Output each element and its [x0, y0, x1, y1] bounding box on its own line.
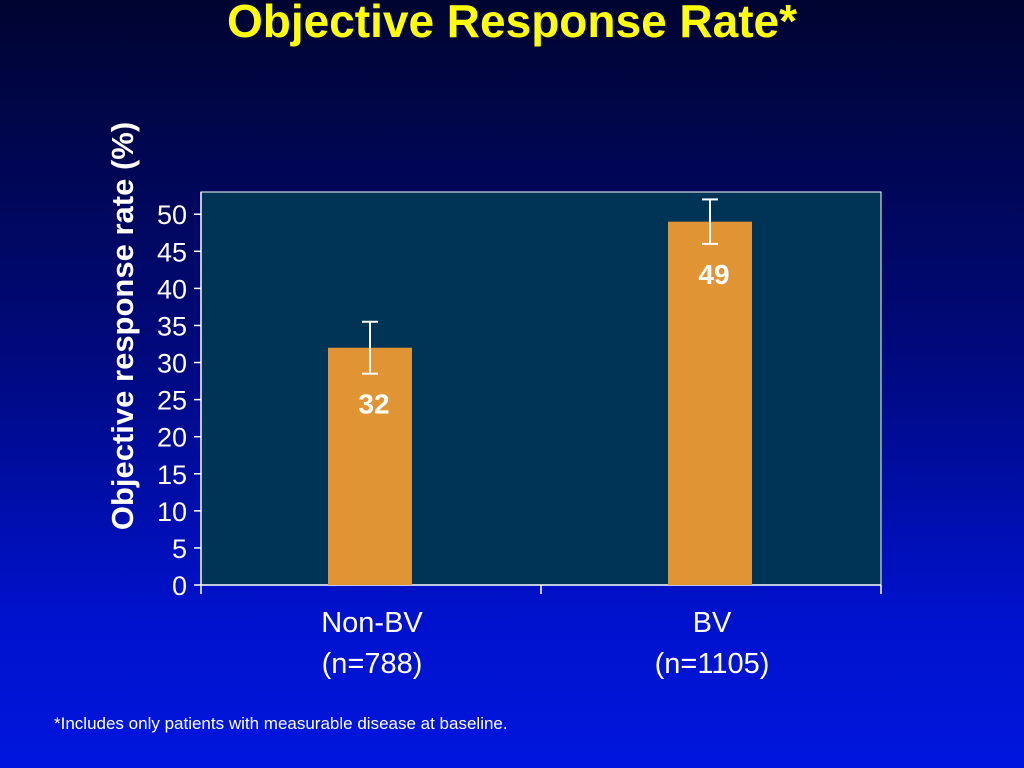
y-tick-label: 20 — [157, 423, 187, 453]
x-category-sublabel: (n=1105) — [655, 648, 770, 680]
data-label: 49 — [698, 259, 729, 290]
y-tick-label: 0 — [172, 571, 187, 601]
footnote: *Includes only patients with measurable … — [54, 714, 508, 733]
bar-chart: 0 5 10 15 20 25 30 35 40 45 50 32 49 Non-BV (n=788) B… — [105, 122, 882, 680]
x-axis-labels: Non-BV (n=788) BV (n=1105) — [321, 607, 769, 680]
x-category-sublabel: (n=788) — [322, 648, 423, 680]
y-tick-label: 35 — [157, 311, 187, 341]
y-tick-label: 5 — [172, 534, 187, 564]
x-category-label: Non-BV — [321, 607, 423, 639]
chart-title: Objective Response Rate* — [226, 0, 798, 47]
y-tick-label: 15 — [157, 460, 187, 490]
plot-area — [200, 191, 882, 586]
bars — [328, 221, 752, 585]
x-category-label: BV — [693, 607, 732, 639]
y-axis-ticks: 0 5 10 15 20 25 30 35 40 45 50 — [157, 200, 201, 601]
y-tick-label: 10 — [157, 497, 187, 527]
y-tick-label: 25 — [157, 386, 187, 416]
y-tick-label: 45 — [157, 237, 187, 267]
y-tick-label: 30 — [157, 349, 187, 379]
bar — [668, 221, 752, 585]
x-axis-ticks — [200, 585, 882, 594]
y-axis-label: Objective response rate (%) — [105, 122, 140, 530]
error-bars — [362, 198, 718, 375]
y-tick-label: 40 — [157, 274, 187, 304]
data-label: 32 — [358, 389, 389, 420]
bar — [328, 347, 412, 585]
y-tick-label: 50 — [157, 200, 187, 230]
data-labels: 32 49 — [358, 259, 729, 420]
